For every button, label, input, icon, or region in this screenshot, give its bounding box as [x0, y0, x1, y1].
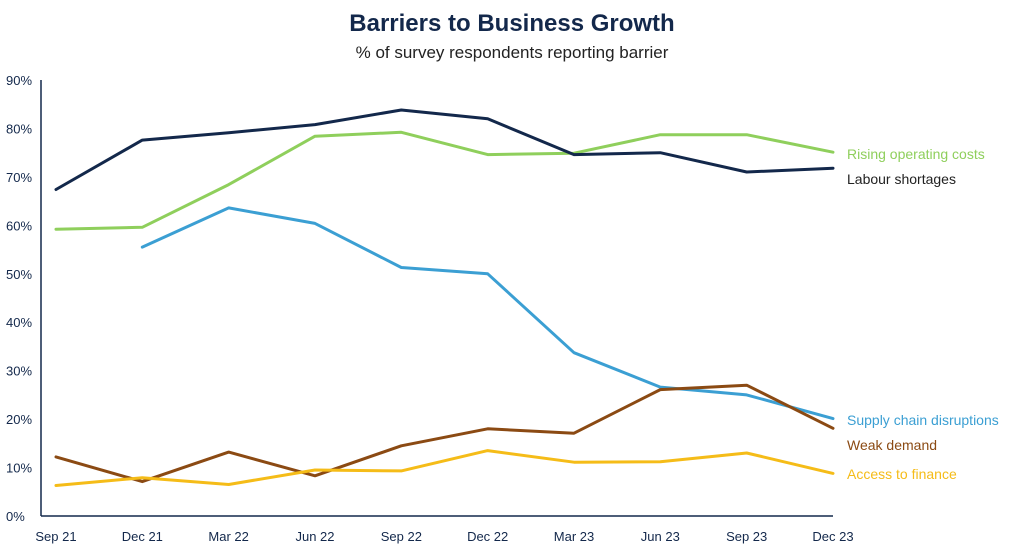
series-label-access-to-finance: Access to finance	[847, 466, 957, 482]
series-label-weak-demand: Weak demand	[847, 437, 937, 453]
series-label-labour-shortages: Labour shortages	[847, 171, 956, 187]
y-tick-label: 70%	[6, 170, 32, 185]
y-tick-label: 80%	[6, 121, 32, 136]
series-line-labour-shortages	[54, 108, 835, 191]
series-line-weak-demand	[54, 383, 835, 484]
x-tick-label: Dec 23	[812, 529, 853, 544]
y-tick-label: 60%	[6, 218, 32, 233]
x-tick-label: Sep 23	[726, 529, 767, 544]
y-tick-label: 30%	[6, 364, 32, 379]
y-tick-label: 50%	[6, 267, 32, 282]
series-line-access-to-finance	[54, 449, 835, 487]
y-tick-label: 10%	[6, 461, 32, 476]
series-line-rising-operating-costs	[54, 130, 835, 231]
x-tick-label: Mar 22	[208, 529, 248, 544]
y-tick-label: 40%	[6, 315, 32, 330]
y-tick-label: 20%	[6, 412, 32, 427]
x-tick-label: Sep 21	[35, 529, 76, 544]
chart-title: Barriers to Business Growth	[349, 10, 675, 37]
x-tick-label: Jun 23	[641, 529, 680, 544]
x-tick-label: Dec 22	[467, 529, 508, 544]
y-tick-label: 90%	[6, 73, 32, 88]
series-line-supply-chain-disruptions	[140, 206, 835, 421]
x-tick-label: Sep 22	[381, 529, 422, 544]
x-tick-label: Dec 21	[122, 529, 163, 544]
x-tick-label: Jun 22	[295, 529, 334, 544]
series-label-rising-operating-costs: Rising operating costs	[847, 146, 985, 162]
series-label-supply-chain-disruptions: Supply chain disruptions	[847, 412, 999, 428]
y-tick-label: 0%	[6, 509, 25, 524]
x-tick-label: Mar 23	[554, 529, 594, 544]
chart-subtitle: % of survey respondents reporting barrie…	[355, 43, 669, 62]
